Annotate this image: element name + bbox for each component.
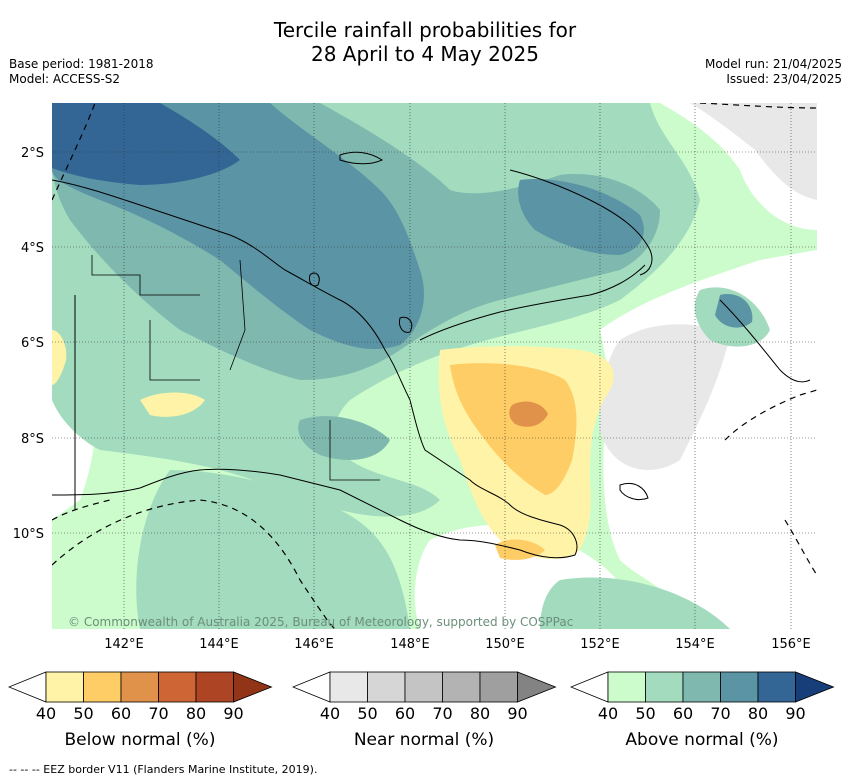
colorbar-segment xyxy=(120,671,159,703)
field-above-50-south xyxy=(136,470,410,629)
lon-label: 142°E xyxy=(104,637,144,652)
field-above-70-east xyxy=(715,294,753,328)
colorbar-tick: 60 xyxy=(110,704,132,723)
colorbar-near-label: Near normal (%) xyxy=(353,730,495,750)
field-near-east xyxy=(600,324,730,470)
coastlines xyxy=(52,151,811,559)
colorbar-tick: 50 xyxy=(73,704,94,723)
lat-labels: 2°S 4°S 6°S 8°S 10°S xyxy=(13,146,44,542)
eez-footer-note: -- -- -- EEZ border V11 (Flanders Marine… xyxy=(9,763,318,776)
colorbar-above-label: Above normal (%) xyxy=(625,730,779,750)
colorbar-segment xyxy=(607,671,646,703)
meta-left: Base period: 1981-2018 Model: ACCESS-S2 xyxy=(9,57,154,87)
colorbar-tick: 60 xyxy=(394,704,416,723)
issued-date: Issued: 23/04/2025 xyxy=(726,72,842,86)
eez-borders xyxy=(52,103,817,629)
colorbar-extend-high xyxy=(517,671,557,703)
colorbar-segment xyxy=(83,671,122,703)
colorbar-segment xyxy=(757,671,796,703)
field-above-70-ne xyxy=(518,179,644,255)
lon-label: 148°E xyxy=(390,637,430,652)
colorbar-extend-low xyxy=(569,671,609,703)
field-below-40-west xyxy=(140,392,205,417)
colorbar-below-svg xyxy=(7,671,273,703)
colorbar-tick: 50 xyxy=(357,704,378,723)
meta-right: Model run: 21/04/2025 Issued: 23/04/2025 xyxy=(705,57,842,87)
colorbar-tick: 80 xyxy=(469,704,491,723)
colorbar-segment xyxy=(720,671,759,703)
colorbar-above-svg xyxy=(569,671,835,703)
colorbar-segment xyxy=(442,671,481,703)
colorbar-extend-high xyxy=(795,671,835,703)
colorbar-segment xyxy=(367,671,406,703)
gridlines xyxy=(52,103,817,629)
colorbar-segment xyxy=(404,671,443,703)
colorbar-tick: 90 xyxy=(785,704,806,723)
colorbar-extend-high xyxy=(233,671,273,703)
colorbar-below-label: Below normal (%) xyxy=(64,730,216,750)
model-name: Model: ACCESS-S2 xyxy=(9,72,121,86)
colorbar-tick: 50 xyxy=(635,704,656,723)
copyright-text: © Commonwealth of Australia 2025, Bureau… xyxy=(68,615,573,629)
lon-label: 144°E xyxy=(199,637,239,652)
colorbar-tick: 40 xyxy=(597,704,619,723)
colorbar-segment xyxy=(329,671,368,703)
lat-label: 8°S xyxy=(21,432,44,447)
colorbar-segment xyxy=(45,671,84,703)
field-above-50-se xyxy=(540,577,730,629)
colorbar-segment xyxy=(479,671,518,703)
colorbar-extend-low xyxy=(291,671,331,703)
colorbar-near-svg xyxy=(291,671,557,703)
colorbar-tick: 70 xyxy=(148,704,169,723)
colorbar-segment xyxy=(195,671,234,703)
colorbar-tick: 90 xyxy=(223,704,244,723)
colorbar-segment xyxy=(682,671,721,703)
field-above-80 xyxy=(52,103,240,185)
colorbar-tick: 80 xyxy=(185,704,207,723)
colorbar-segment xyxy=(158,671,197,703)
colorbar-near-normal: Near normal (%) 40 50 60 70 80 90 xyxy=(291,670,557,750)
title-line-1: Tercile rainfall probabilities for xyxy=(273,18,577,42)
lon-label: 156°E xyxy=(771,637,811,652)
lon-label: 146°E xyxy=(294,637,334,652)
lon-label: 152°E xyxy=(580,637,620,652)
model-run: Model run: 21/04/2025 xyxy=(704,57,842,71)
field-near-ne xyxy=(690,103,817,200)
colorbar-tick: 90 xyxy=(507,704,528,723)
base-period: Base period: 1981-2018 xyxy=(9,57,154,71)
colorbar-tick: 40 xyxy=(35,704,57,723)
colorbar-tick: 70 xyxy=(432,704,453,723)
lat-label: 4°S xyxy=(21,241,44,256)
colorbar-segment xyxy=(645,671,684,703)
colorbar-tick: 60 xyxy=(672,704,694,723)
colorbar-extend-low xyxy=(7,671,47,703)
province-borders xyxy=(91,255,380,481)
colorbar-tick: 40 xyxy=(319,704,341,723)
lat-label: 2°S xyxy=(21,146,44,161)
colorbar-above-normal: Above normal (%) 40 50 60 70 80 90 xyxy=(569,670,835,750)
map-area[interactable]: © Commonwealth of Australia 2025, Bureau… xyxy=(52,103,817,629)
field-below-60 xyxy=(509,401,548,427)
colorbar-tick: 80 xyxy=(747,704,769,723)
lon-label: 154°E xyxy=(675,637,715,652)
field-below-40-edge xyxy=(52,330,67,385)
lon-labels: 142°E 144°E 146°E 148°E 150°E 152°E 154°… xyxy=(104,637,811,652)
field-above-60-south xyxy=(298,416,390,460)
lon-label: 150°E xyxy=(485,637,525,652)
colorbar-below-normal: Below normal (%) 40 50 60 70 80 90 xyxy=(7,670,273,750)
map-title: Tercile rainfall probabilities for 28 Ap… xyxy=(0,18,850,66)
title-line-2: 28 April to 4 May 2025 xyxy=(311,42,539,66)
lat-label: 6°S xyxy=(21,336,44,351)
field-below-50 xyxy=(450,363,577,495)
lat-label: 10°S xyxy=(13,527,44,542)
colorbar-tick: 70 xyxy=(710,704,731,723)
